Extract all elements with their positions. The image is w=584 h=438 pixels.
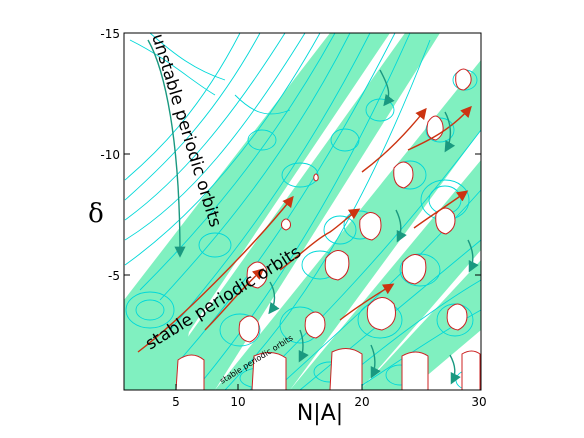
unstable-flow-arrows [147,39,479,385]
y-axis [124,32,481,276]
y-tick-label: -15 [100,27,120,41]
y-tick-label: -5 [108,269,120,283]
x-tick-label: 10 [230,395,245,409]
x-tick-label: 5 [172,395,180,409]
y-tick-label: -10 [100,148,120,162]
x-axis-label: N|A| [297,401,343,426]
x-axis [175,384,482,390]
x-tick-label: 30 [471,395,486,409]
x-tick-label: 20 [354,395,369,409]
plot-frame [123,32,482,391]
stable-flow-arrows [137,105,472,353]
y-axis-label: δ [88,199,104,229]
closed-orbits [175,68,481,390]
plot-area: unstable periodic orbits stable periodic… [124,33,481,390]
